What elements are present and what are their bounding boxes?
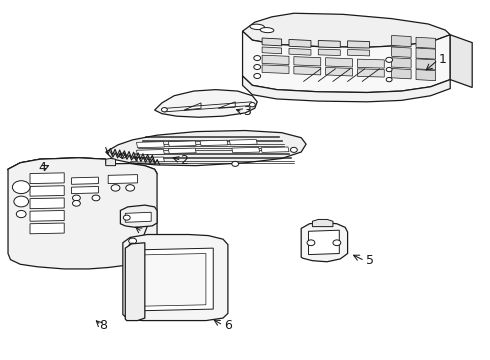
Polygon shape (8, 158, 106, 175)
Circle shape (386, 57, 392, 62)
Polygon shape (108, 175, 138, 184)
Circle shape (111, 185, 120, 191)
Polygon shape (8, 158, 157, 186)
Text: 4: 4 (38, 161, 46, 174)
Polygon shape (30, 173, 64, 184)
Circle shape (120, 153, 126, 158)
Circle shape (386, 77, 392, 82)
Polygon shape (416, 59, 436, 70)
Circle shape (92, 195, 100, 201)
Polygon shape (137, 141, 164, 148)
Polygon shape (106, 131, 306, 166)
Polygon shape (125, 212, 151, 222)
Polygon shape (168, 148, 196, 153)
Circle shape (161, 108, 167, 112)
Polygon shape (262, 55, 289, 64)
Polygon shape (8, 158, 157, 269)
Polygon shape (416, 69, 436, 81)
Circle shape (73, 195, 80, 201)
Polygon shape (318, 49, 340, 55)
Circle shape (129, 243, 137, 249)
Polygon shape (309, 230, 339, 255)
Text: 2: 2 (180, 154, 188, 167)
Circle shape (386, 67, 392, 72)
Circle shape (16, 211, 26, 218)
Polygon shape (168, 141, 196, 146)
Polygon shape (416, 48, 436, 59)
Polygon shape (392, 58, 411, 68)
Text: 1: 1 (439, 53, 447, 66)
Circle shape (129, 238, 137, 244)
Ellipse shape (250, 24, 265, 30)
Polygon shape (262, 47, 282, 54)
Polygon shape (137, 157, 164, 162)
Text: 3: 3 (244, 105, 251, 118)
Polygon shape (347, 49, 369, 56)
Polygon shape (450, 35, 472, 87)
Polygon shape (261, 147, 289, 152)
Polygon shape (243, 13, 450, 47)
Text: 6: 6 (224, 319, 232, 332)
Polygon shape (262, 38, 282, 46)
Polygon shape (229, 139, 257, 145)
Circle shape (73, 201, 80, 206)
Text: 7: 7 (141, 225, 149, 238)
Polygon shape (326, 58, 352, 67)
Polygon shape (184, 103, 201, 110)
Polygon shape (262, 65, 289, 73)
Circle shape (249, 103, 255, 107)
Polygon shape (357, 59, 384, 68)
Polygon shape (72, 177, 98, 184)
Polygon shape (294, 57, 321, 66)
Polygon shape (106, 158, 116, 166)
Circle shape (254, 55, 261, 60)
Polygon shape (313, 220, 333, 226)
Polygon shape (200, 140, 228, 145)
Polygon shape (301, 222, 347, 262)
Polygon shape (30, 186, 64, 196)
Ellipse shape (260, 28, 274, 33)
Circle shape (14, 196, 28, 207)
Polygon shape (392, 36, 411, 46)
Polygon shape (135, 248, 213, 311)
Polygon shape (289, 48, 311, 55)
Polygon shape (155, 90, 257, 117)
Polygon shape (294, 66, 321, 75)
Polygon shape (392, 47, 411, 57)
Polygon shape (72, 186, 98, 194)
Circle shape (254, 73, 261, 78)
Polygon shape (121, 205, 157, 227)
Polygon shape (232, 147, 260, 153)
Polygon shape (357, 69, 384, 77)
Polygon shape (30, 223, 64, 234)
Polygon shape (347, 41, 369, 48)
Polygon shape (416, 37, 436, 48)
Text: 8: 8 (99, 319, 107, 332)
Polygon shape (125, 243, 145, 320)
Polygon shape (30, 211, 64, 221)
Text: 5: 5 (366, 254, 373, 267)
Polygon shape (318, 41, 340, 48)
Circle shape (12, 181, 30, 194)
Polygon shape (123, 234, 228, 320)
Circle shape (254, 64, 261, 69)
Polygon shape (392, 68, 411, 79)
Circle shape (123, 215, 130, 220)
Polygon shape (137, 149, 164, 155)
Circle shape (307, 240, 315, 246)
Polygon shape (289, 40, 311, 47)
Polygon shape (326, 67, 352, 76)
Polygon shape (30, 198, 64, 209)
Polygon shape (218, 102, 235, 108)
Polygon shape (243, 31, 450, 93)
Polygon shape (140, 253, 206, 306)
Circle shape (291, 147, 297, 152)
Polygon shape (243, 76, 450, 102)
Circle shape (232, 161, 239, 166)
Circle shape (333, 240, 341, 246)
Circle shape (126, 185, 135, 191)
